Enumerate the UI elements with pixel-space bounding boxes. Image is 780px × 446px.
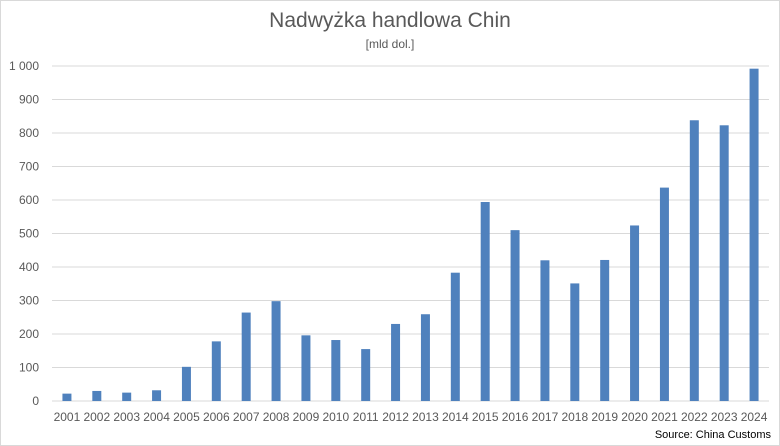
bar-2006 [211, 341, 221, 401]
x-tick-label: 2022 [681, 410, 708, 424]
y-tick-label: 500 [19, 227, 39, 241]
x-tick-label: 2015 [472, 410, 499, 424]
bar-2003 [122, 392, 132, 401]
bar-2023 [719, 125, 729, 402]
bar-2021 [659, 187, 669, 401]
bar-2005 [181, 366, 191, 401]
bar-2012 [391, 323, 401, 401]
bar-2019 [600, 259, 610, 401]
bar-2011 [361, 349, 371, 401]
bar-2020 [630, 225, 640, 401]
x-tick-label: 2011 [353, 410, 379, 424]
y-tick-label: 900 [19, 93, 39, 107]
x-tick-label: 2009 [293, 410, 320, 424]
x-tick-label: 2018 [561, 410, 588, 424]
bar-2024 [749, 68, 759, 402]
y-tick-label: 100 [19, 361, 39, 375]
source-note: Source: China Customs [654, 429, 771, 441]
bar-2017 [540, 260, 550, 401]
bar-2001 [62, 393, 72, 401]
x-tick-label: 2004 [143, 410, 170, 424]
bar-2002 [92, 390, 102, 401]
bar-2010 [331, 340, 341, 401]
x-tick-label: 2020 [621, 410, 648, 424]
x-tick-label: 2023 [711, 410, 738, 424]
y-tick-label: 700 [19, 160, 39, 174]
x-tick-label: 2003 [113, 410, 140, 424]
bar-2013 [420, 314, 430, 401]
bar-2004 [152, 390, 162, 401]
y-tick-label: 1 000 [9, 59, 39, 73]
y-tick-label: 800 [19, 126, 39, 140]
x-tick-label: 2017 [532, 410, 559, 424]
chart-title: Nadwyżka handlowa Chin [269, 9, 511, 32]
x-tick-label: 2008 [263, 410, 290, 424]
x-tick-label: 2007 [233, 410, 260, 424]
bar-2014 [450, 272, 460, 401]
bar-2018 [570, 283, 580, 401]
y-tick-label: 300 [19, 294, 39, 308]
x-tick-label: 2021 [651, 410, 678, 424]
x-tick-label: 2010 [322, 410, 349, 424]
bar-2015 [480, 202, 490, 401]
x-tick-label: 2013 [412, 410, 439, 424]
y-tick-label: 200 [19, 327, 39, 341]
bar-2022 [689, 120, 699, 402]
bar-2008 [271, 301, 281, 401]
x-tick-label: 2012 [382, 410, 409, 424]
x-tick-label: 2001 [54, 410, 81, 424]
x-tick-label: 2016 [502, 410, 529, 424]
x-tick-label: 2014 [442, 410, 469, 424]
y-tick-label: 600 [19, 193, 39, 207]
x-tick-label: 2019 [591, 410, 618, 424]
x-tick-label: 2002 [83, 410, 110, 424]
x-tick-label: 2024 [741, 410, 768, 424]
bar-2009 [301, 335, 311, 401]
y-tick-label: 400 [19, 260, 39, 274]
chart-subtitle: [mld dol.] [365, 37, 415, 51]
bar-2016 [510, 230, 520, 401]
y-tick-label: 0 [32, 394, 39, 408]
bar-2007 [241, 312, 251, 401]
x-tick-label: 2005 [173, 410, 200, 424]
x-tick-label: 2006 [203, 410, 230, 424]
